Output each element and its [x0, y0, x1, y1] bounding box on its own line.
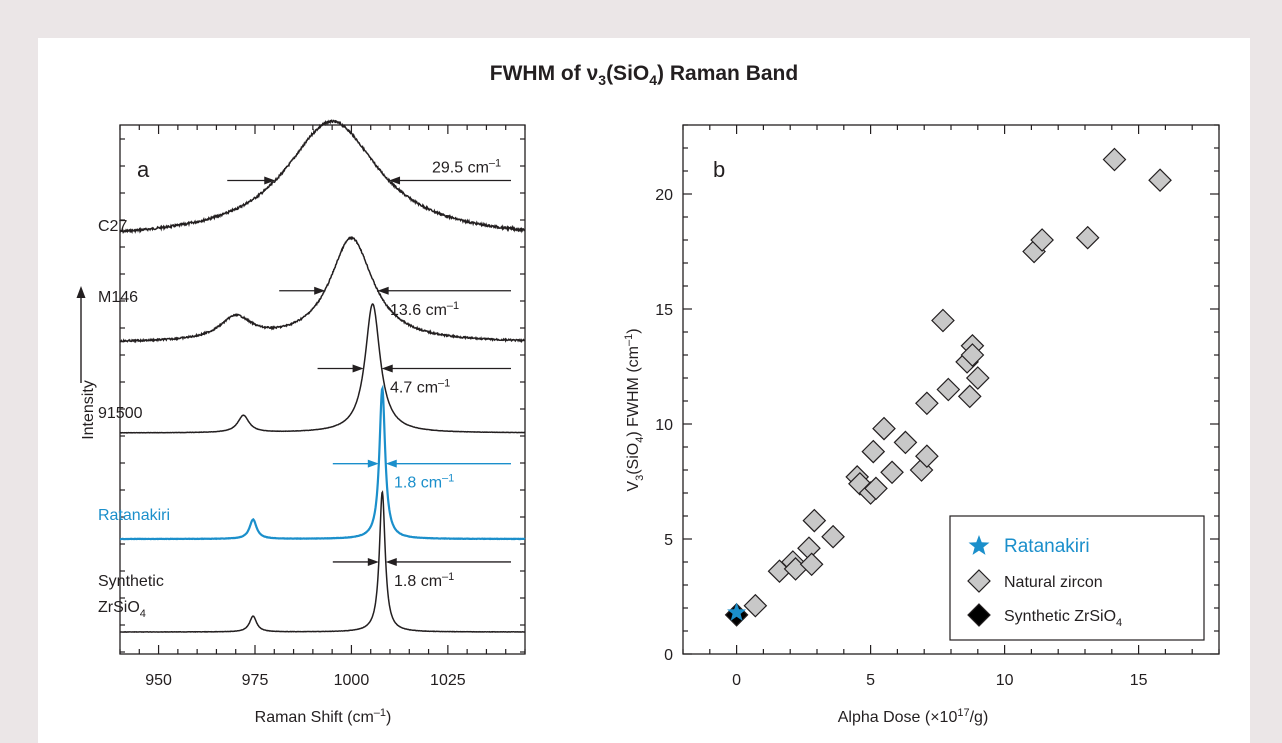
sample-name-label: 91500	[98, 405, 143, 422]
fwhm-arrowhead-left	[264, 176, 276, 185]
spectra-chart: 950 975 1000 1025 29.5 cm–1 13.6 cm–1 4.7 cm–…	[76, 119, 526, 726]
figure-charts: 950 975 1000 1025 29.5 cm–113.6 cm–14.7 cm–…	[76, 119, 1220, 726]
spectra-ticks	[119, 125, 526, 654]
spectra-panel-label: a	[137, 157, 150, 182]
intensity-axis-title: Intensity	[80, 380, 97, 440]
scatter-x-tick-label: 15	[1130, 672, 1148, 689]
spectrum-trace-m146	[119, 236, 526, 344]
scatter-points	[724, 147, 1172, 627]
data-point-natural-zircon	[1102, 147, 1127, 172]
data-point-natural-zircon	[799, 552, 824, 577]
scatter-x-tick-label: 5	[866, 672, 875, 689]
data-point-natural-zircon	[1148, 168, 1172, 193]
fwhm-arrowhead-right	[385, 557, 397, 566]
spectra-x-tick-label: 1025	[430, 672, 466, 689]
data-point-natural-zircon	[893, 430, 918, 455]
spectra-x-tick-label: 1000	[334, 672, 370, 689]
sample-name-label: Synthetic	[98, 573, 164, 590]
data-point-natural-zircon	[872, 416, 896, 441]
data-point-natural-zircon	[957, 384, 982, 409]
spectra-traces	[119, 119, 526, 633]
fwhm-annotation: 1.8 cm–1	[332, 459, 511, 492]
data-point-natural-zircon	[1075, 225, 1100, 250]
fwhm-arrowhead-right	[385, 459, 397, 468]
data-point-natural-zircon	[861, 439, 886, 464]
scatter-y-tick-label: 0	[664, 647, 673, 664]
scatter-tick-labels: 0 5 10 15 0 5 10 15 20	[655, 187, 1147, 689]
spectrum-trace-c27	[119, 119, 526, 234]
scatter-y-axis-title: V3(SiO4) FWHM (cm–1)	[623, 328, 646, 491]
scatter-panel-label: b	[713, 157, 725, 182]
scatter-y-tick-label: 20	[655, 187, 673, 204]
legend-marker-ratanakiri	[968, 535, 990, 555]
fwhm-value-label: 1.8 cm–1	[394, 473, 454, 492]
fwhm-value-label: 13.6 cm–1	[390, 300, 459, 319]
spectra-x-tick-label: 950	[145, 672, 172, 689]
data-point-ratanakiri	[727, 602, 747, 621]
spectra-x-axis-title: Raman Shift (cm–1)	[255, 707, 392, 726]
intensity-arrow-head	[76, 286, 86, 298]
scatter-x-tick-label: 0	[732, 672, 741, 689]
spectra-plot-frame	[119, 124, 526, 655]
data-point-natural-zircon	[936, 377, 961, 402]
fwhm-annotation: 13.6 cm–1	[279, 286, 511, 319]
scatter-legend: Ratanakiri Natural zircon Synthetic ZrSi…	[949, 515, 1205, 641]
data-point-natural-zircon	[1030, 228, 1054, 252]
data-point-natural-zircon	[880, 460, 904, 485]
fwhm-annotation: 1.8 cm–1	[332, 557, 511, 590]
fwhm-arrowhead-left	[314, 286, 326, 295]
legend-marker-natural-zircon	[967, 569, 991, 593]
spectra-x-tick-label: 975	[242, 672, 269, 689]
data-point-natural-zircon	[743, 593, 768, 618]
legend-box	[949, 515, 1205, 641]
figure-panel: FWHM of ν3(SiO4) Raman Band 950 975 1000 10…	[38, 38, 1250, 743]
sample-name-label: M146	[98, 289, 138, 306]
fwhm-arrowhead-left	[367, 557, 379, 566]
scatter-x-tick-label: 10	[996, 672, 1014, 689]
data-point-natural-zircon	[821, 524, 845, 549]
scatter-y-tick-label: 15	[655, 302, 673, 319]
fwhm-value-label: 1.8 cm–1	[394, 571, 454, 590]
fwhm-arrowhead-right	[389, 176, 401, 185]
scatter-y-tick-label: 10	[655, 417, 673, 434]
fwhm-scatter-chart: 0 5 10 15 0 5 10 15 20 b Alpha Dose (×1017/g) V3…	[623, 124, 1220, 726]
data-point-natural-zircon	[915, 444, 939, 469]
data-point-natural-zircon	[931, 308, 955, 333]
sample-name-label: Ratanakiri	[98, 507, 170, 524]
legend-label-synthetic: Synthetic ZrSiO4	[1004, 608, 1122, 629]
sample-name-label-line2: ZrSiO4	[98, 599, 146, 620]
spectrum-trace-91500	[119, 303, 526, 434]
legend-marker-synthetic	[967, 603, 991, 627]
fwhm-annotation: 29.5 cm–1	[227, 157, 511, 185]
scatter-x-axis-title: Alpha Dose (×1017/g)	[838, 707, 989, 726]
fwhm-annotations: 29.5 cm–1 13.6 cm–1 4.7 cm–1 1.8 cm–1 1.8 cm…	[227, 157, 511, 590]
data-point-natural-zircon	[915, 391, 939, 416]
figure-title: FWHM of ν3(SiO4) Raman Band	[489, 62, 799, 89]
fwhm-value-label: 4.7 cm–1	[390, 378, 450, 397]
data-point-natural-zircon	[802, 508, 827, 533]
sample-labels: C27 M146 91500 Ratanakiri Synthetic ZrSiO4	[98, 218, 170, 620]
fwhm-arrowhead-right	[377, 286, 389, 295]
spectrum-trace-synthetic	[119, 490, 526, 633]
data-point-natural-zircon	[965, 366, 990, 390]
legend-label-ratanakiri: Ratanakiri	[1004, 536, 1090, 557]
fwhm-arrowhead-right	[381, 364, 393, 373]
spectra-tick-labels: 950 975 1000 1025	[145, 672, 466, 689]
sample-name-label: C27	[98, 218, 127, 235]
fwhm-annotation: 4.7 cm–1	[317, 364, 511, 397]
fwhm-value-label: 29.5 cm–1	[432, 157, 501, 176]
fwhm-arrowhead-left	[352, 364, 364, 373]
scatter-y-tick-label: 5	[664, 532, 673, 549]
fwhm-arrowhead-left	[367, 459, 379, 468]
spectrum-trace-ratanakiri	[119, 384, 526, 541]
scatter-ticks	[682, 124, 1220, 655]
data-point-natural-zircon	[864, 476, 888, 501]
data-point-natural-zircon	[960, 343, 985, 367]
legend-label-natural-zircon: Natural zircon	[1004, 574, 1103, 591]
